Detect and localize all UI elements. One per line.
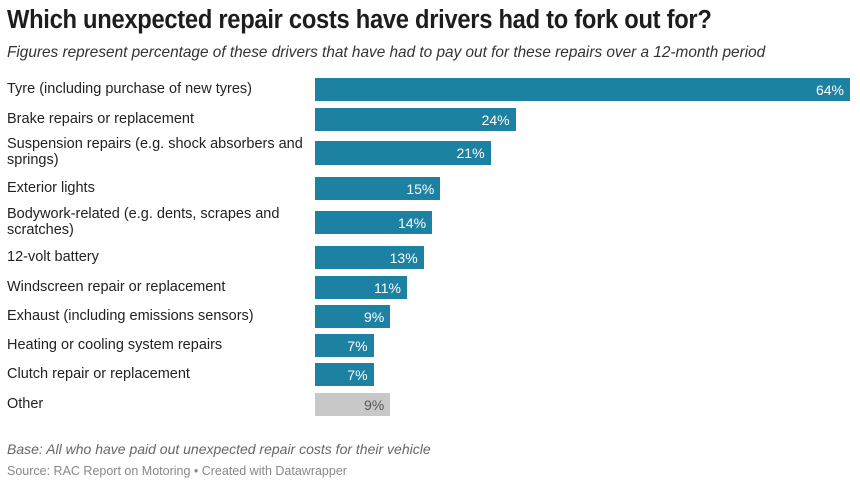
category-label: Brake repairs or replacement — [7, 111, 194, 127]
bar-value-label: 21% — [456, 145, 485, 161]
bar — [315, 141, 491, 165]
bar-value-label: 11% — [373, 279, 401, 296]
category-label: Clutch repair or replacement — [7, 366, 190, 382]
bar — [315, 177, 441, 200]
bar — [315, 276, 407, 299]
bar-value-label: 9% — [364, 396, 385, 413]
bar — [315, 78, 850, 101]
bar — [315, 108, 516, 131]
bar-value-label: 15% — [406, 180, 435, 197]
chart-title: Which unexpected repair costs have drive… — [7, 6, 712, 34]
category-label: Exhaust (including emissions sensors) — [7, 308, 254, 324]
category-label: Suspension repairs (e.g. shock absorbers… — [7, 136, 303, 168]
category-label: Windscreen repair or replacement — [7, 279, 226, 295]
bar — [315, 334, 374, 357]
bar — [315, 393, 391, 416]
bar — [315, 305, 391, 328]
bar-value-label: 64% — [815, 81, 844, 98]
category-label: Exterior lights — [7, 180, 95, 196]
bar — [315, 211, 433, 234]
chart-subtitle: Figures represent percentage of these dr… — [7, 44, 766, 61]
bar — [315, 246, 424, 269]
bar-value-label: 14% — [398, 214, 427, 231]
category-label: Bodywork-related (e.g. dents, scrapes an… — [7, 206, 280, 238]
category-label: 12-volt battery — [7, 249, 99, 265]
category-label: Heating or cooling system repairs — [7, 337, 223, 353]
bar-value-label: 13% — [389, 249, 418, 266]
bar-value-label: 9% — [364, 308, 385, 325]
bar — [315, 363, 374, 386]
category-label: Tyre (including purchase of new tyres) — [7, 81, 252, 97]
bar-value-label: 24% — [481, 111, 510, 128]
chart-source: Source: RAC Report on Motoring • Created… — [7, 464, 347, 478]
category-label: Other — [7, 396, 44, 412]
bar-value-label: 7% — [347, 366, 368, 383]
chart-notes: Base: All who have paid out unexpected r… — [7, 441, 431, 457]
bar-value-label: 7% — [347, 337, 368, 354]
